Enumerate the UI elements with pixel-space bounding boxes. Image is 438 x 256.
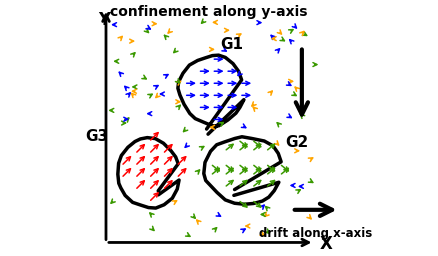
Text: drift along x-axis: drift along x-axis: [259, 227, 372, 240]
Text: G2: G2: [286, 134, 309, 150]
Text: G3: G3: [85, 130, 109, 144]
Text: confinement along y-axis: confinement along y-axis: [110, 5, 308, 19]
Text: G1: G1: [220, 37, 243, 52]
Text: X: X: [319, 235, 332, 253]
Text: Y: Y: [99, 12, 110, 29]
